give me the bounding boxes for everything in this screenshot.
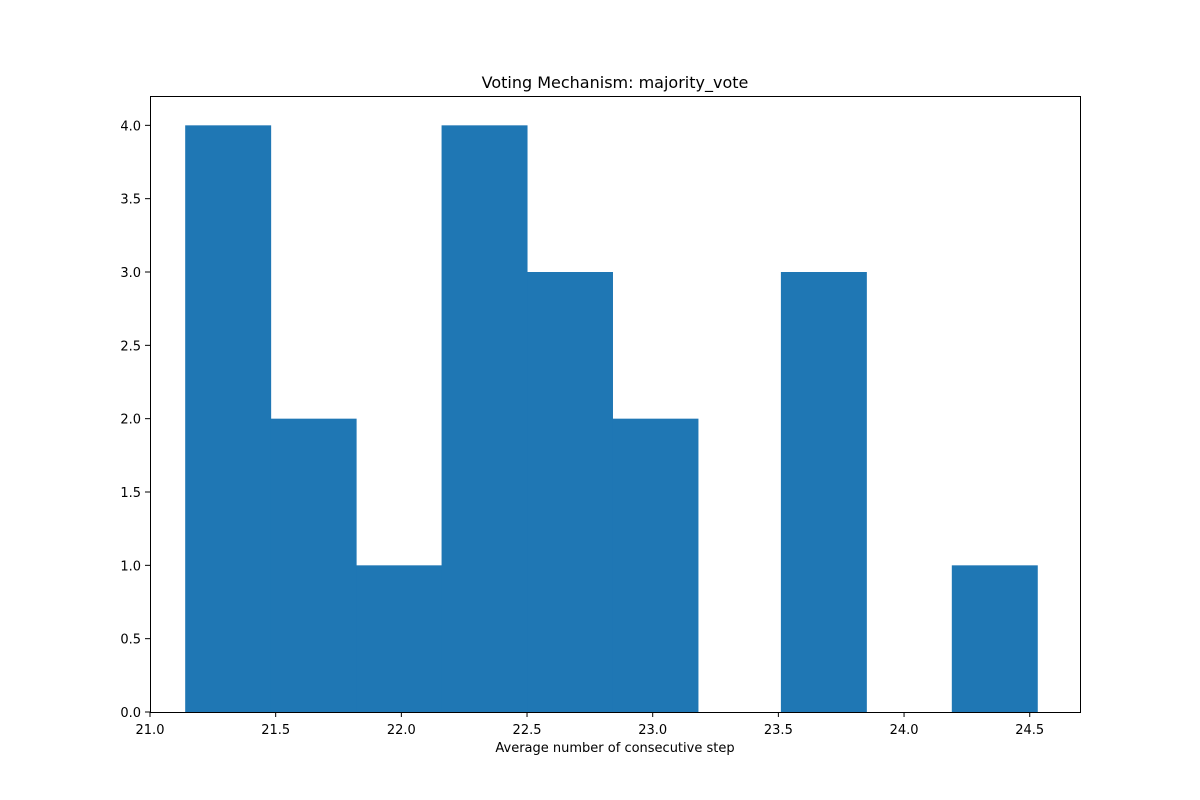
x-tick-label: 24.0: [890, 723, 919, 738]
plot-area-frame: [150, 96, 1081, 713]
histogram-bar-4: [527, 272, 613, 712]
y-tick-label: 3.5: [120, 193, 141, 208]
y-tick-label: 0.5: [120, 633, 141, 648]
histogram-bar-7: [780, 272, 867, 712]
y-tick-label: 0.0: [120, 706, 141, 721]
y-tick-label: 3.0: [120, 266, 141, 281]
histogram-bar-0: [185, 125, 272, 713]
x-tick-label: 22.5: [513, 723, 542, 738]
y-tick-label: 1.0: [120, 559, 141, 574]
histogram-bar-3: [441, 125, 528, 713]
y-tick-label: 1.5: [120, 486, 141, 501]
x-tick-label: 23.0: [638, 723, 667, 738]
x-axis-ticks: 21.0 21.5 22.0 22.5 23.0 23.5 24.0 24.5: [136, 712, 1044, 738]
histogram-bar-2: [356, 565, 443, 712]
histogram-bar-1: [270, 418, 357, 712]
bars-group: [185, 125, 1038, 713]
y-axis-ticks: 0.0 0.5 1.0 1.5 2.0 2.5 3.0 3.5 4.0: [120, 119, 150, 721]
x-tick-label: 22.0: [387, 723, 416, 738]
x-axis-label: Average number of consecutive step: [495, 741, 734, 756]
histogram-bar-9: [951, 565, 1038, 712]
y-tick-label: 2.5: [120, 339, 141, 354]
x-tick-label: 21.0: [136, 723, 165, 738]
y-tick-label: 4.0: [120, 119, 141, 134]
x-tick-label: 23.5: [764, 723, 793, 738]
y-tick-label: 2.0: [120, 413, 141, 428]
x-tick-label: 21.5: [261, 723, 290, 738]
x-tick-label: 24.5: [1015, 723, 1044, 738]
histogram-bar-5: [612, 418, 699, 712]
chart-title: Voting Mechanism: majority_vote: [482, 73, 749, 93]
